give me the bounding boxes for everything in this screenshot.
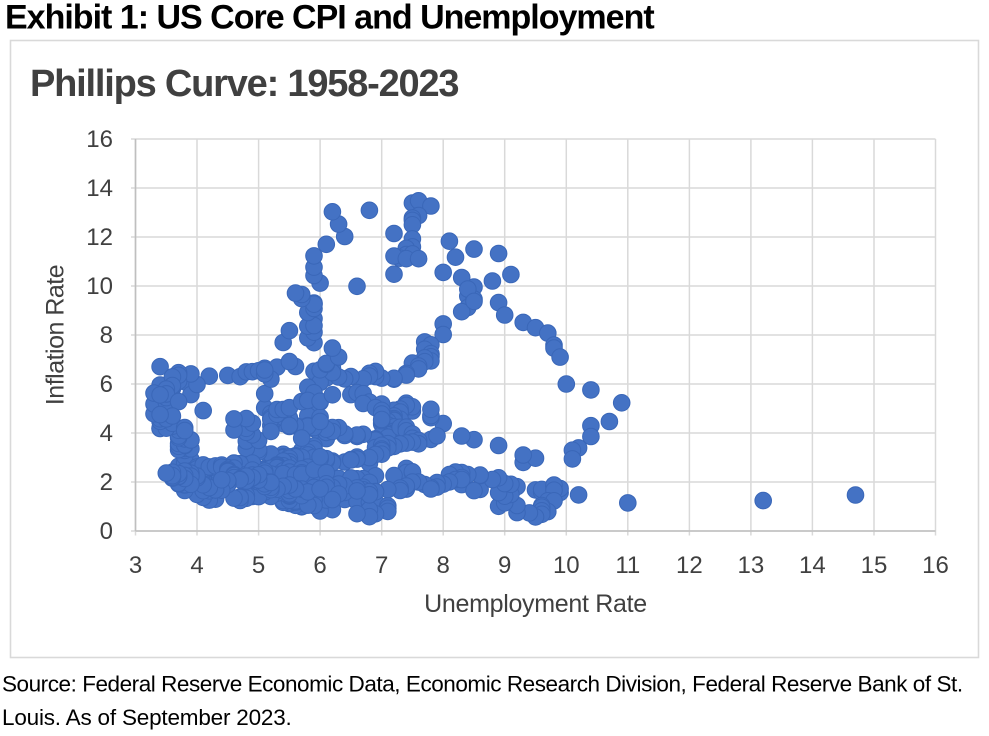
svg-text:Phillips Curve: 1958-2023: Phillips Curve: 1958-2023 bbox=[30, 63, 458, 105]
svg-text:6: 6 bbox=[313, 552, 326, 579]
svg-text:12: 12 bbox=[86, 224, 113, 251]
svg-text:7: 7 bbox=[375, 552, 388, 579]
svg-text:12: 12 bbox=[676, 552, 703, 579]
svg-text:2: 2 bbox=[100, 469, 113, 496]
svg-text:4: 4 bbox=[100, 420, 113, 447]
svg-text:Inflation Rate: Inflation Rate bbox=[42, 265, 70, 405]
svg-text:8: 8 bbox=[437, 552, 450, 579]
svg-text:6: 6 bbox=[100, 371, 113, 398]
svg-text:8: 8 bbox=[100, 322, 113, 349]
svg-text:10: 10 bbox=[86, 273, 113, 300]
svg-text:15: 15 bbox=[861, 552, 888, 579]
svg-text:11: 11 bbox=[615, 552, 640, 579]
svg-text:14: 14 bbox=[86, 175, 113, 202]
svg-text:16: 16 bbox=[86, 126, 113, 153]
svg-text:Unemployment Rate: Unemployment Rate bbox=[424, 590, 647, 618]
svg-text:4: 4 bbox=[190, 552, 203, 579]
svg-text:Source: Federal Reserve Econom: Source: Federal Reserve Economic Data, E… bbox=[2, 672, 963, 697]
svg-text:5: 5 bbox=[252, 552, 265, 579]
svg-text:13: 13 bbox=[738, 552, 765, 579]
svg-text:Exhibit 1: US Core CPI and Une: Exhibit 1: US Core CPI and Unemployment bbox=[5, 0, 654, 37]
svg-text:0: 0 bbox=[100, 518, 113, 545]
svg-text:14: 14 bbox=[799, 552, 826, 579]
svg-text:10: 10 bbox=[553, 552, 580, 579]
svg-text:16: 16 bbox=[922, 552, 949, 579]
svg-text:Louis. As of September 2023.: Louis. As of September 2023. bbox=[2, 705, 292, 730]
svg-text:9: 9 bbox=[498, 552, 511, 579]
svg-text:3: 3 bbox=[129, 552, 142, 579]
